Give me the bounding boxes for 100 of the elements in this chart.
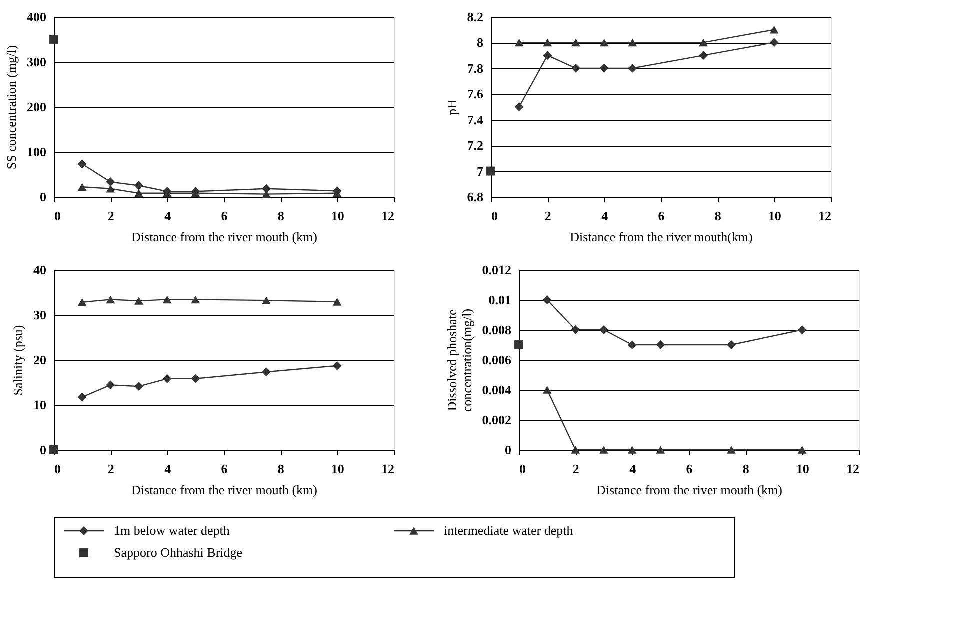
point bbox=[162, 296, 172, 304]
x-tick-label: 2 bbox=[572, 462, 580, 476]
point bbox=[134, 181, 144, 190]
y-tick-label: 30 bbox=[34, 308, 46, 322]
x-tick-label: 8 bbox=[742, 462, 750, 476]
x-tick-label: 10 bbox=[768, 208, 782, 224]
y-tick-label: 10 bbox=[34, 398, 46, 412]
point bbox=[134, 297, 144, 305]
point bbox=[543, 38, 552, 47]
y-tick-label: 300 bbox=[27, 54, 46, 70]
y-axis-title: pH bbox=[444, 100, 460, 116]
x-tick-label: 4 bbox=[164, 208, 172, 224]
x-tick-label: 10 bbox=[331, 208, 344, 224]
point bbox=[571, 326, 580, 334]
x-tick-label: 2 bbox=[108, 462, 114, 476]
x-tick-label: 10 bbox=[331, 462, 344, 476]
point bbox=[699, 51, 708, 60]
point bbox=[514, 340, 524, 350]
y-tick-label: 7.6 bbox=[467, 86, 484, 102]
point bbox=[134, 190, 144, 198]
point bbox=[106, 178, 116, 187]
y-tick-label: 0.004 bbox=[482, 382, 512, 398]
point bbox=[572, 38, 580, 47]
point bbox=[656, 446, 666, 454]
point bbox=[514, 38, 524, 47]
point bbox=[798, 446, 807, 454]
y-tick-label: 7.2 bbox=[467, 138, 484, 154]
point bbox=[50, 35, 58, 44]
y-tick-label: 0 bbox=[40, 190, 46, 204]
point bbox=[78, 160, 87, 169]
point bbox=[78, 392, 87, 402]
x-tick-label: 0 bbox=[520, 462, 526, 476]
point bbox=[542, 386, 552, 394]
point bbox=[78, 298, 87, 306]
point bbox=[332, 361, 342, 370]
point bbox=[572, 64, 580, 73]
point bbox=[262, 184, 271, 194]
y-tick-label: 0.008 bbox=[482, 322, 512, 338]
point bbox=[262, 296, 271, 304]
y-tick-label: 7.8 bbox=[467, 60, 484, 76]
point bbox=[571, 446, 580, 454]
y-tick-label: 400 bbox=[27, 10, 46, 24]
x-tick-label: 12 bbox=[382, 208, 394, 224]
point bbox=[514, 102, 524, 112]
x-tick-label: 12 bbox=[846, 462, 860, 476]
point bbox=[600, 446, 608, 454]
x-axis-title: Distance from the river mouth (km) bbox=[132, 230, 318, 244]
point bbox=[332, 298, 342, 306]
x-tick-label: 12 bbox=[382, 462, 394, 476]
legend-label: intermediate water depth bbox=[444, 523, 574, 538]
x-axis-title: Distance from the river mouth (km) bbox=[596, 482, 782, 498]
point bbox=[770, 26, 779, 34]
x-tick-label: 10 bbox=[796, 462, 810, 476]
y-tick-label: 0.006 bbox=[482, 352, 512, 368]
y-axis-title: Dissolved phoshate concentration(mg/l) bbox=[444, 308, 474, 412]
x-tick-label: 2 bbox=[544, 208, 552, 224]
x-tick-label: 4 bbox=[630, 462, 637, 476]
point bbox=[727, 340, 736, 350]
point bbox=[162, 374, 172, 384]
y-axis-title: Salinity (psu) bbox=[10, 325, 26, 396]
point bbox=[628, 38, 638, 47]
y-tick-label: 0 bbox=[505, 442, 512, 458]
point bbox=[770, 38, 779, 48]
x-tick-label: 12 bbox=[818, 208, 832, 224]
point bbox=[262, 368, 271, 377]
point bbox=[600, 64, 609, 73]
x-tick-label: 6 bbox=[658, 208, 666, 224]
point bbox=[191, 374, 200, 384]
y-tick-label: 7 bbox=[477, 164, 484, 179]
x-axis-title: Distance from the river mouth(km) bbox=[570, 230, 753, 244]
point bbox=[600, 38, 609, 47]
point bbox=[134, 382, 144, 392]
y-tick-label: 8.2 bbox=[467, 10, 484, 24]
point bbox=[191, 296, 200, 304]
x-tick-label: 8 bbox=[714, 208, 722, 224]
y-tick-label: 0.002 bbox=[482, 412, 512, 428]
y-tick-label: 40 bbox=[34, 262, 46, 278]
x-tick-label: 0 bbox=[54, 208, 61, 224]
x-tick-label: 4 bbox=[164, 462, 172, 476]
y-tick-label: 6.8 bbox=[467, 190, 484, 204]
legend-label: 1m below water depth bbox=[114, 523, 230, 538]
point bbox=[798, 326, 807, 334]
x-tick-label: 6 bbox=[686, 462, 694, 476]
x-tick-label: 8 bbox=[278, 208, 285, 224]
point bbox=[699, 38, 708, 47]
y-axis-title: SS concentration (mg/l) bbox=[4, 45, 19, 170]
y-tick-label: 8 bbox=[477, 35, 484, 50]
point bbox=[106, 296, 116, 304]
point bbox=[628, 340, 637, 350]
x-axis-title: Distance from the river mouth (km) bbox=[132, 482, 318, 498]
x-tick-label: 4 bbox=[602, 208, 609, 224]
x-tick-label: 6 bbox=[221, 462, 228, 476]
x-tick-label: 0 bbox=[54, 462, 61, 476]
x-tick-label: 8 bbox=[278, 462, 285, 476]
x-tick-label: 6 bbox=[221, 208, 228, 224]
point bbox=[106, 380, 116, 390]
point bbox=[486, 166, 496, 176]
legend-label: Sapporo Ohhashi Bridge bbox=[114, 545, 243, 560]
y-tick-label: 100 bbox=[27, 144, 46, 160]
point bbox=[727, 446, 736, 454]
